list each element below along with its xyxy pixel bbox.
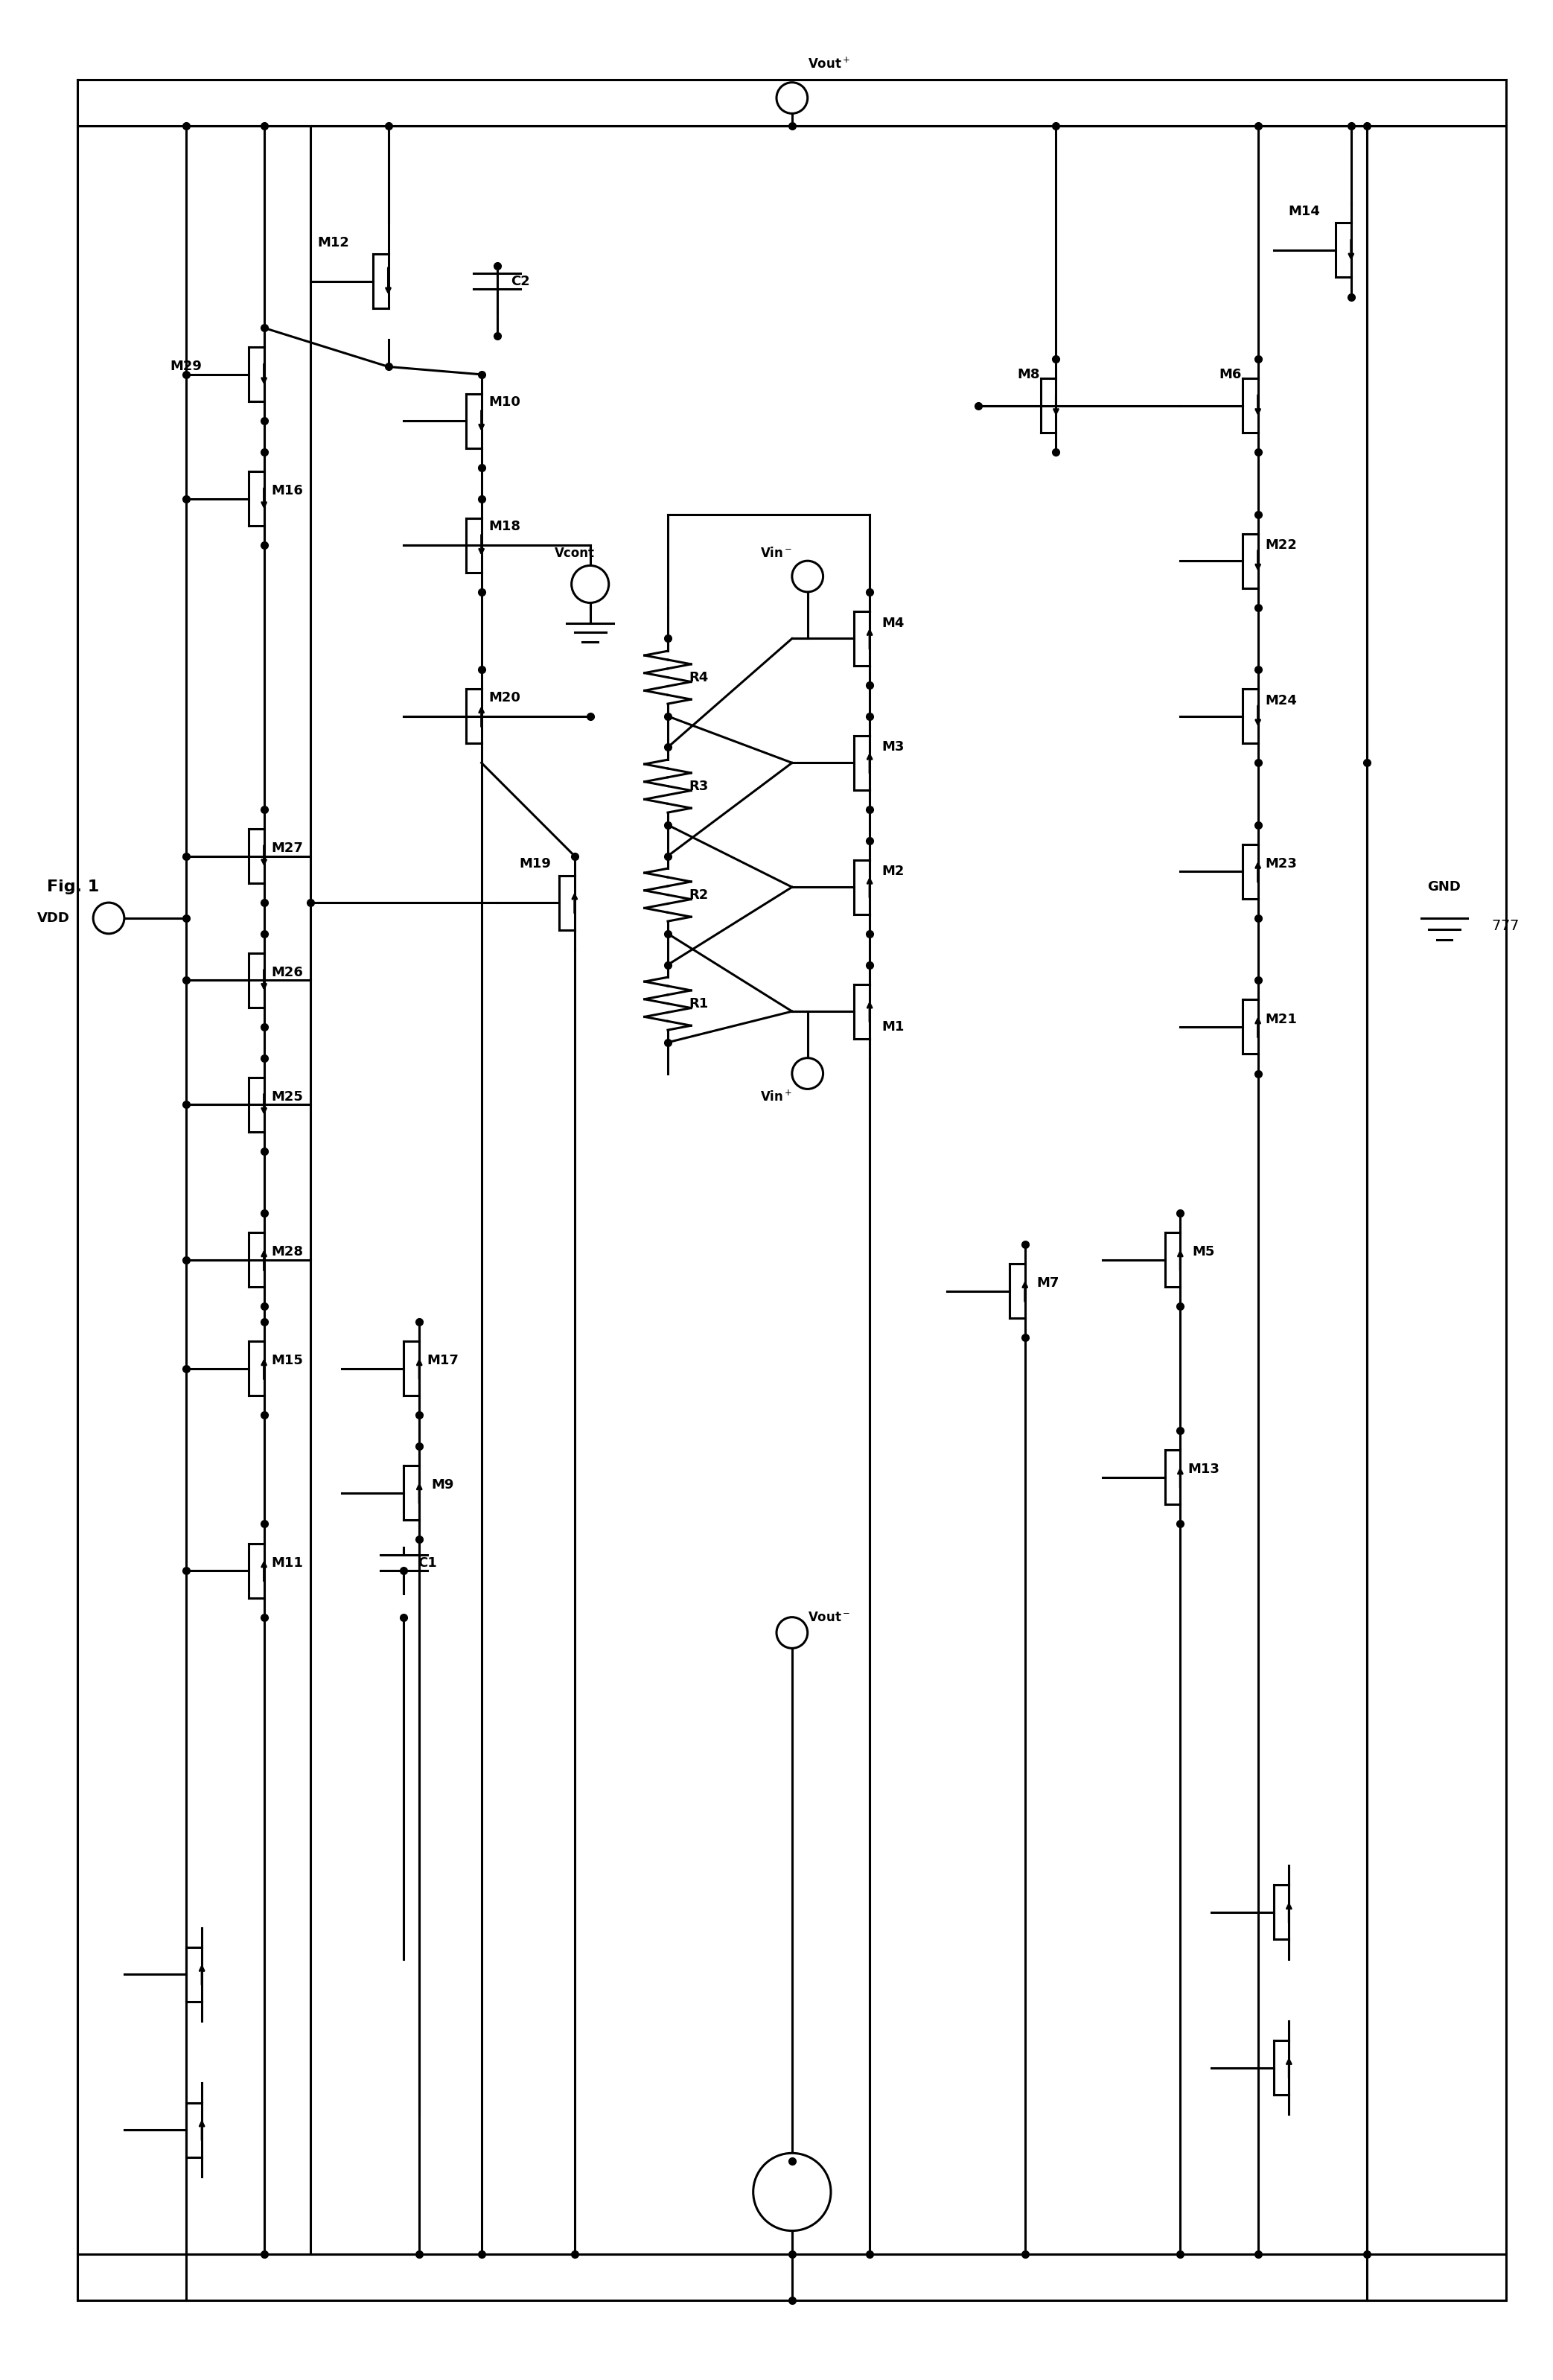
Circle shape <box>93 902 124 933</box>
Text: M3: M3 <box>882 740 904 754</box>
Text: M22: M22 <box>1266 538 1297 552</box>
Circle shape <box>753 2154 831 2230</box>
Text: M24: M24 <box>1266 695 1297 707</box>
Text: M13: M13 <box>1188 1464 1219 1476</box>
Text: M5: M5 <box>1193 1245 1214 1259</box>
Text: M14: M14 <box>1287 205 1320 219</box>
Text: M26: M26 <box>272 966 303 978</box>
Circle shape <box>776 83 808 114</box>
Text: C2: C2 <box>511 274 530 288</box>
Text: R1: R1 <box>690 997 708 1009</box>
Text: Vcont: Vcont <box>554 547 595 559</box>
Text: M18: M18 <box>489 519 520 533</box>
Text: GND: GND <box>1427 881 1461 895</box>
Text: $\mathit{777}$: $\mathit{777}$ <box>1491 919 1519 933</box>
Circle shape <box>572 566 609 602</box>
Text: VDD: VDD <box>37 912 70 926</box>
Circle shape <box>792 1059 823 1090</box>
Text: R3: R3 <box>690 778 708 793</box>
Text: M17: M17 <box>427 1354 458 1368</box>
Text: R4: R4 <box>690 671 708 683</box>
Text: M21: M21 <box>1266 1011 1297 1026</box>
Text: R2: R2 <box>690 888 708 902</box>
Text: M11: M11 <box>272 1557 303 1568</box>
Text: M8: M8 <box>1017 369 1041 381</box>
Text: M25: M25 <box>272 1090 303 1104</box>
Text: M4: M4 <box>882 616 904 631</box>
Text: C1: C1 <box>418 1557 436 1568</box>
Text: M15: M15 <box>272 1354 303 1368</box>
Text: Vin$^-$: Vin$^-$ <box>761 547 792 559</box>
Text: M16: M16 <box>272 483 303 497</box>
Text: M12: M12 <box>317 236 349 250</box>
Text: M23: M23 <box>1266 857 1297 871</box>
Circle shape <box>776 1616 808 1649</box>
Text: Fig. 1: Fig. 1 <box>47 881 99 895</box>
Text: Vin$^+$: Vin$^+$ <box>761 1090 792 1104</box>
Text: M28: M28 <box>272 1245 303 1259</box>
Text: M19: M19 <box>519 857 551 871</box>
Text: M29: M29 <box>169 359 202 374</box>
Text: M27: M27 <box>272 843 303 854</box>
Text: M6: M6 <box>1219 369 1242 381</box>
Text: M10: M10 <box>489 395 520 409</box>
Text: M9: M9 <box>432 1478 453 1492</box>
Text: M7: M7 <box>1037 1276 1059 1290</box>
Text: Vout$^-$: Vout$^-$ <box>808 1611 849 1623</box>
Text: M1: M1 <box>882 1021 904 1033</box>
Text: Vout$^+$: Vout$^+$ <box>808 57 849 71</box>
Text: M20: M20 <box>489 690 520 704</box>
Text: M2: M2 <box>882 864 904 878</box>
Circle shape <box>792 562 823 593</box>
